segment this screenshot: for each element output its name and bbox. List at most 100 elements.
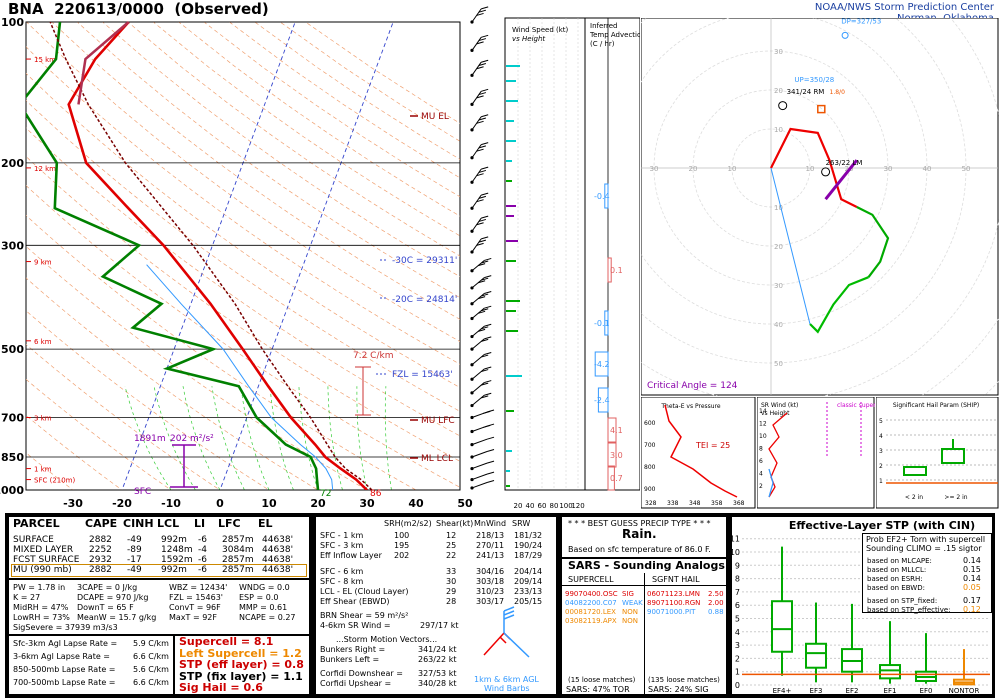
wind-speed-bar bbox=[506, 240, 518, 242]
kin-storm-label: Bunkers Right = bbox=[320, 645, 386, 654]
wind-barb-flag bbox=[481, 338, 489, 342]
wind-barb-base bbox=[470, 180, 474, 184]
parcel-cell: 44638' bbox=[262, 535, 294, 545]
moist-adiabat bbox=[240, 386, 270, 490]
theta-tei: TEI = 25 bbox=[695, 441, 730, 450]
kin-storm-val: 341/24 kt bbox=[418, 645, 457, 654]
wind-barb-shaft bbox=[471, 462, 488, 470]
wind-speed-bar bbox=[506, 330, 518, 332]
kin-srwind-val: 297/17 kt bbox=[420, 621, 459, 630]
wind-barb-flag bbox=[478, 145, 487, 149]
sars-hail-date: 89071100.RGN bbox=[647, 599, 701, 607]
temp-tick-label: 40 bbox=[408, 497, 424, 510]
ship-ytick: 5 bbox=[879, 418, 883, 425]
lapse-value: 6.6 C/km bbox=[133, 678, 169, 687]
kin-header: Shear(kt) bbox=[436, 519, 474, 528]
temp-adv-value: 4.1 bbox=[610, 426, 623, 435]
barb-1km bbox=[483, 632, 511, 656]
parcel-cell: 2932 bbox=[89, 555, 112, 565]
parcel-header: CAPE bbox=[85, 517, 118, 530]
wind-barb-base bbox=[470, 250, 474, 254]
parcel-cell: -49 bbox=[127, 535, 142, 545]
hodo-segment bbox=[856, 206, 890, 278]
dry-adiabat bbox=[26, 99, 460, 412]
dry-adiabat bbox=[26, 343, 221, 490]
theta-title: Theta-E vs Pressure bbox=[660, 403, 721, 410]
temp-adv-bar bbox=[607, 257, 612, 283]
wind-barb-base bbox=[470, 466, 474, 471]
kin-label: LCL - EL (Cloud Layer) bbox=[320, 587, 409, 596]
barb-6km-shaft bbox=[503, 632, 530, 658]
theta-xtick: 338 bbox=[667, 500, 679, 507]
wind-barb-base bbox=[470, 156, 474, 160]
srw-ytick: 6 bbox=[759, 458, 763, 465]
stp-prob-val: 0.17 bbox=[963, 596, 981, 605]
precip-title: * * * BEST GUESS PRECIP TYPE * * * bbox=[568, 519, 711, 528]
thermo-cell: MeanW = 15.7 g/kg bbox=[77, 613, 157, 622]
hodo-rm-label: 341/24 RM bbox=[787, 88, 825, 96]
wind-barb-flag bbox=[481, 236, 489, 240]
wind-barb-flag bbox=[484, 392, 492, 396]
temp-adv-value: -0.4 bbox=[594, 192, 610, 201]
page-title: BNA 220613/0000 (Observed) bbox=[8, 0, 269, 18]
sars-title: SARS - Sounding Analogs bbox=[568, 559, 725, 572]
wind-speed-bar bbox=[506, 140, 516, 142]
annotation-td_val: 72 bbox=[320, 489, 331, 499]
thermo-cell: ConvT = 96F bbox=[169, 603, 221, 612]
thermo-cell: NCAPE = 0.27 bbox=[239, 613, 296, 622]
wind-barb-flag bbox=[481, 59, 489, 63]
wind-barb-flag bbox=[476, 41, 484, 45]
srw-ytick: 2 bbox=[759, 483, 763, 490]
parcel-cell: -6 bbox=[198, 555, 207, 565]
stp-ytick: 11 bbox=[732, 535, 740, 544]
hodo-rm-marker bbox=[778, 101, 788, 111]
thermo-cell: WNDG = 0.0 bbox=[239, 583, 290, 592]
stp-ytick: 2 bbox=[735, 654, 740, 663]
parcel-cell: -49 bbox=[127, 565, 142, 575]
theta-xtick: 368 bbox=[733, 500, 745, 507]
wind-barb-flag bbox=[481, 34, 489, 38]
hodo-ring-label: 20 bbox=[774, 87, 783, 95]
sars-hail-size: 2.50 bbox=[708, 590, 724, 598]
wind-barb-flag bbox=[486, 436, 495, 440]
dry-adiabat bbox=[26, 46, 460, 365]
stp-ytick: 8 bbox=[735, 575, 740, 584]
wind-speed-bar bbox=[506, 160, 512, 162]
kin-cell: 303/17 bbox=[476, 597, 505, 606]
barb-6km bbox=[503, 606, 515, 633]
parcel-header: EL bbox=[258, 517, 273, 530]
kin-header: SRW bbox=[512, 519, 531, 528]
sars-hail-size: 0.88 bbox=[708, 608, 724, 616]
hodo-ring-label: 30 bbox=[884, 165, 893, 173]
wind-barb-flag bbox=[483, 424, 491, 428]
param-sighail: Sig Hail = 0.6 bbox=[179, 681, 263, 694]
temp-adv-unit: (C / hr) bbox=[590, 40, 615, 48]
stp-ytick: 7 bbox=[735, 588, 740, 597]
stp-category: EF1 bbox=[884, 687, 897, 694]
wind-speed-bar bbox=[506, 485, 510, 487]
ship-title: Significant Hail Param (SHIP) bbox=[893, 402, 979, 409]
wind-barb-base bbox=[470, 455, 474, 459]
srw-profile bbox=[768, 412, 788, 498]
wind-barb-flag bbox=[477, 280, 486, 284]
wind-speed-bar bbox=[506, 215, 514, 217]
theta-frame bbox=[641, 397, 756, 509]
parcel-cell: FCST SURFACE bbox=[13, 555, 80, 565]
kin-cell: 304/16 bbox=[476, 567, 505, 576]
kin-label: SFC - 3 km bbox=[320, 541, 364, 550]
parcel-vdivider bbox=[173, 634, 175, 694]
wind-barb-flag bbox=[478, 63, 487, 66]
wind-barb-flag bbox=[484, 351, 492, 355]
srw-ytick: 10 bbox=[759, 433, 767, 440]
stp-box bbox=[879, 664, 901, 680]
parcel-cell: MU (990 mb) bbox=[13, 565, 72, 575]
temp-tick-label: 0 bbox=[216, 497, 224, 510]
wind-barb-flag bbox=[481, 166, 489, 170]
lapse-label: 700-500mb Lapse Rate = bbox=[13, 678, 116, 687]
temp-adv-bar bbox=[607, 465, 615, 491]
srw-subtitle: vs Height bbox=[761, 410, 790, 417]
precip-note: Based on sfc temperature of 86.0 F. bbox=[568, 545, 711, 554]
temp-adv-value: -4.2 bbox=[594, 360, 610, 369]
wind-barb-base bbox=[470, 316, 474, 321]
temp-adv-value: -0.1 bbox=[594, 319, 610, 328]
